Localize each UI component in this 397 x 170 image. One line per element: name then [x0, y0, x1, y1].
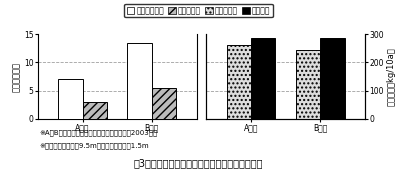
Bar	[83, 102, 107, 119]
Text: 嘦3　耕うん法と欠株率およびダイズ収量の関係: 嘦3 耕うん法と欠株率およびダイズ収量の関係	[134, 158, 263, 168]
Bar	[227, 45, 251, 119]
Y-axis label: 千粒収量（kg/10a）: 千粒収量（kg/10a）	[387, 47, 396, 106]
Bar	[152, 88, 176, 119]
Bar	[320, 38, 345, 119]
Text: ※A、B圃場とも灯色低地土圃場フクユタカ（2003年）: ※A、B圃場とも灯色低地土圃場フクユタカ（2003年）	[40, 129, 158, 136]
Bar	[58, 79, 83, 119]
Y-axis label: 欠株率（％）: 欠株率（％）	[12, 62, 21, 91]
Legend: 普通耕欠株率, 浅耕欠株率, 普通耕収量, 浅耕収量: 普通耕欠株率, 浅耕欠株率, 普通耕収量, 浅耕収量	[124, 4, 273, 17]
Bar	[296, 50, 320, 119]
Bar	[251, 38, 276, 119]
Bar	[127, 42, 152, 119]
Text: ※普通耕は明渠間陠9.5m、浅耕は明渠間陠1.5m: ※普通耕は明渠間陠9.5m、浅耕は明渠間陠1.5m	[40, 143, 149, 149]
